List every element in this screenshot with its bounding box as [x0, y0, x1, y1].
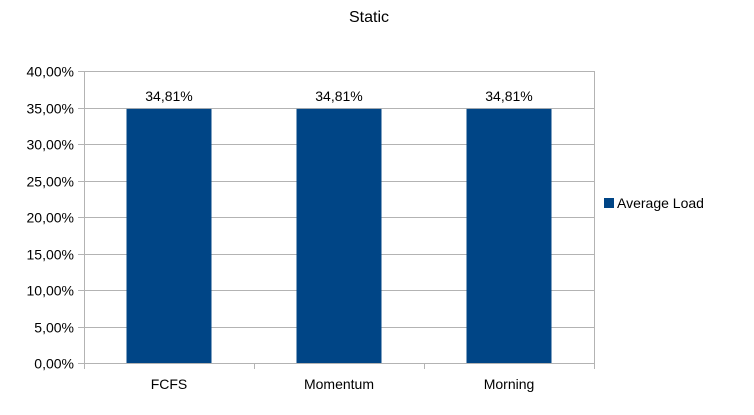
bar	[466, 108, 552, 364]
y-tick-label: 35,00%	[27, 101, 74, 117]
chart-title: Static	[349, 9, 389, 26]
bar	[126, 108, 212, 364]
bars: 34,81% 34,81% 34,81%	[126, 88, 552, 364]
y-tick-label: 30,00%	[27, 137, 74, 153]
axes: 0,00% 5,00% 10,00% 15,00% 20,00% 25,00% 30,00%…	[27, 64, 595, 392]
y-tick-label: 10,00%	[27, 283, 74, 299]
x-tick-label: FCFS	[151, 376, 188, 392]
x-tick-label: Morning	[484, 376, 535, 392]
y-tick-label: 20,00%	[27, 210, 74, 226]
y-tick-label: 15,00%	[27, 247, 74, 263]
bar-data-label: 34,81%	[315, 88, 362, 104]
legend: Average Load	[604, 195, 704, 211]
x-tick-label: Momentum	[304, 376, 374, 392]
legend-swatch	[604, 198, 614, 208]
y-tick-label: 5,00%	[34, 320, 74, 336]
y-tick-label: 25,00%	[27, 174, 74, 190]
y-tick-label: 40,00%	[27, 64, 74, 80]
bar	[296, 108, 382, 364]
legend-label: Average Load	[617, 195, 704, 211]
bar-data-label: 34,81%	[485, 88, 532, 104]
y-tick-label: 0,00%	[34, 356, 74, 372]
bar-data-label: 34,81%	[145, 88, 192, 104]
